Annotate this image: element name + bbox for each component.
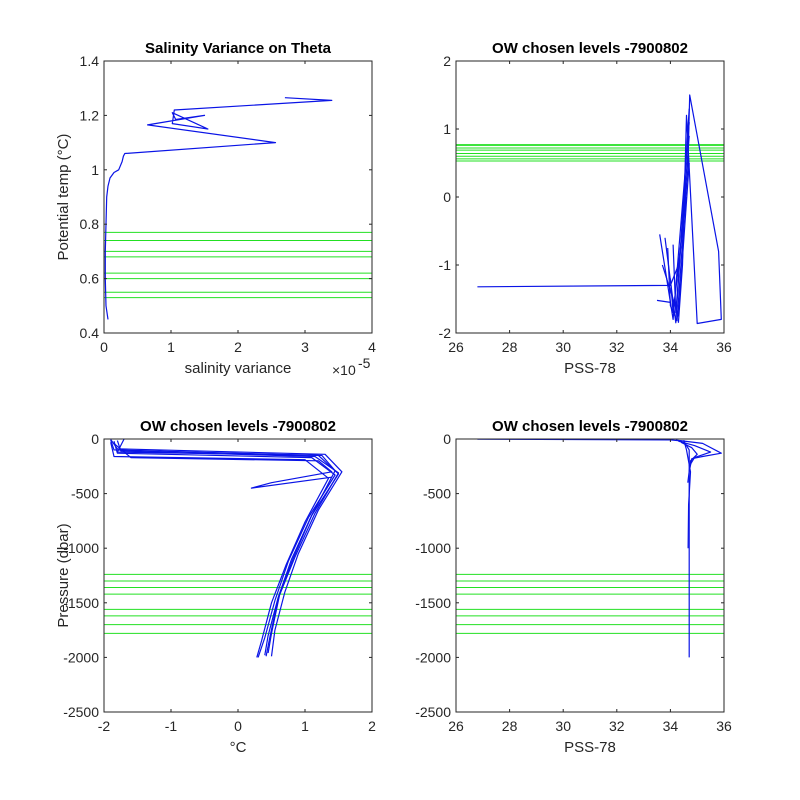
- y-tick-label: 0: [443, 189, 451, 205]
- x-tick-label: 26: [448, 339, 464, 355]
- y-tick-label: -2500: [415, 704, 451, 720]
- profile-line: [669, 196, 688, 314]
- x-tick-label: 34: [663, 718, 679, 734]
- profile-line: [672, 135, 690, 314]
- profile-line: [116, 439, 336, 657]
- y-tick-label: -2500: [63, 704, 99, 720]
- profile-line: [113, 441, 336, 658]
- plot-area: [456, 439, 724, 658]
- panel-title: OW chosen levels -7900802: [140, 418, 336, 435]
- panel-4: 26 28 30 32 34 36 -2500 -2000 -1500 -1000 -500 0 OW …: [415, 418, 732, 756]
- profile-line: [113, 442, 333, 489]
- x-tick-label: 36: [716, 718, 732, 734]
- y-tick-label: -1000: [63, 540, 99, 556]
- profile-line: [678, 440, 712, 467]
- x-tick-label: -2: [98, 718, 111, 734]
- y-tick-label: 1.4: [80, 53, 100, 69]
- profile-line: [110, 439, 343, 657]
- y-axis-label: Potential temp (°C): [55, 134, 72, 261]
- y-tick-label: -1: [439, 257, 452, 273]
- profile-line: [683, 439, 692, 549]
- x-tick-label: 26: [448, 718, 464, 734]
- plot-area: [104, 439, 372, 658]
- y-tick-label: 0: [443, 431, 451, 447]
- y-tick-label: -2000: [63, 649, 99, 665]
- y-tick-label: -1000: [415, 540, 451, 556]
- y-tick-label: 1.2: [80, 107, 100, 123]
- panel-2: 26 28 30 32 34 36 -2 -1 0 1 2 OW chosen levels -790…: [439, 40, 732, 377]
- y-tick-label: 0: [91, 431, 99, 447]
- x-tick-label: 32: [609, 339, 625, 355]
- x-axis-label: salinity variance: [185, 360, 292, 377]
- x-tick-label: 28: [502, 718, 518, 734]
- profile-line: [675, 439, 722, 472]
- x-tick-label: 32: [609, 718, 625, 734]
- y-tick-label: -500: [71, 486, 99, 502]
- profile-line: [104, 97, 333, 320]
- x-axis-label: PSS-78: [564, 360, 616, 377]
- y-tick-label: -1500: [415, 595, 451, 611]
- x-tick-label: 30: [555, 339, 571, 355]
- x-tick-label: 34: [663, 339, 679, 355]
- x-axis-label: °C: [230, 739, 247, 756]
- y-tick-label: 1: [443, 121, 451, 137]
- y-axis-label: Pressure (dbar): [55, 523, 72, 627]
- x-tick-label: 28: [502, 339, 518, 355]
- y-tick-label: 0.4: [80, 325, 100, 341]
- x-tick-label: 1: [301, 718, 309, 734]
- x-tick-label: 2: [234, 339, 242, 355]
- profile-line: [110, 442, 330, 658]
- x-axis-label: PSS-78: [564, 739, 616, 756]
- profile-line: [667, 183, 688, 322]
- x-tick-label: 0: [234, 718, 242, 734]
- x-tick-label: -1: [165, 718, 178, 734]
- y-tick-label: -2000: [415, 649, 451, 665]
- y-tick-label: -1500: [63, 595, 99, 611]
- x-tick-label: 30: [555, 718, 571, 734]
- y-tick-label: 0.6: [80, 271, 100, 287]
- axes-box: [455, 438, 725, 713]
- y-tick-label: 1: [91, 162, 99, 178]
- plot-area: [456, 94, 724, 325]
- x-tick-label: 0: [100, 339, 108, 355]
- x-exponent-label: ×10: [332, 362, 356, 378]
- plot-area: [104, 97, 372, 320]
- x-tick-label: 4: [368, 339, 376, 355]
- y-tick-label: 2: [443, 53, 451, 69]
- y-tick-label: -2: [439, 325, 452, 341]
- x-tick-label: 3: [301, 339, 309, 355]
- x-tick-label: 36: [716, 339, 732, 355]
- panel-title: OW chosen levels -7900802: [492, 418, 688, 435]
- x-tick-label: 1: [167, 339, 175, 355]
- panel-title: OW chosen levels -7900802: [492, 40, 688, 57]
- panel-1: 0 1 2 3 4 0.4 0.6 0.8 1 1.2 1.4 Salinity Variance o…: [55, 40, 376, 378]
- profile-line: [661, 162, 690, 317]
- y-tick-label: 0.8: [80, 216, 100, 232]
- panel-title: Salinity Variance on Theta: [145, 40, 332, 57]
- x-tick-label: 2: [368, 718, 376, 734]
- panel-3: -2 -1 0 1 2 -2500 -2000 -1500 -1000 -500 0 OW chose…: [55, 418, 376, 756]
- profile-line: [656, 299, 671, 303]
- y-tick-label: -500: [423, 486, 451, 502]
- x-exponent-power: -5: [358, 355, 371, 371]
